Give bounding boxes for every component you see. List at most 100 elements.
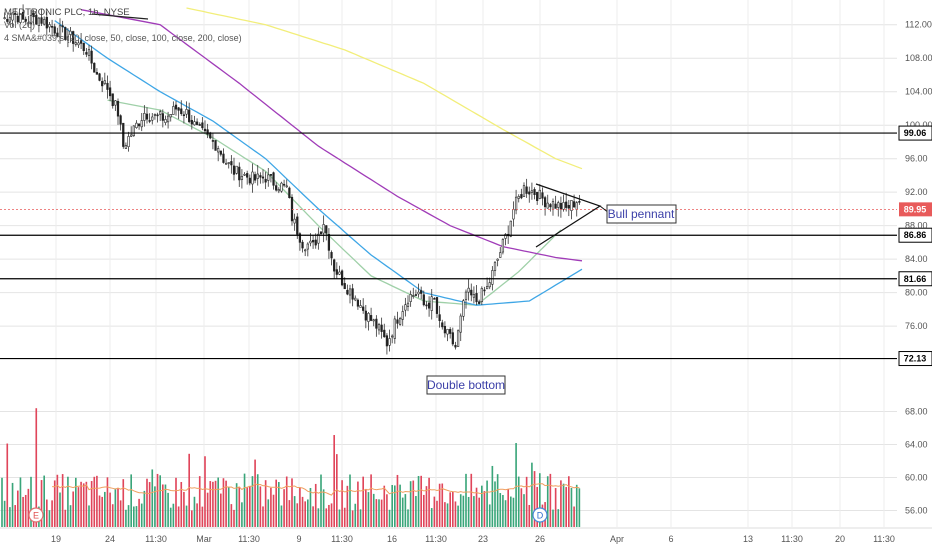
sma-indicator-label[interactable]: 4 SMA&#039;s (20, close, 50, close, 100,… [4,33,242,43]
candle-body [277,189,280,192]
volume-ma-line [52,483,580,496]
volume-bar [167,492,169,527]
candle-body [135,122,138,129]
candle-body [122,122,125,147]
volume-bar [6,443,9,527]
candle-body [406,302,410,307]
candle-body [11,12,14,21]
candle-body [224,162,228,165]
candle-body [32,12,35,18]
volume-bar [146,478,148,527]
candle-body [90,50,93,64]
volume-bar [351,510,354,527]
bull-pennant-drawing[interactable]: Bull pennant [535,183,677,248]
volume-bar [61,474,64,527]
time-tick-label: 20 [835,534,845,544]
volume-bar [467,496,470,527]
candle-body [195,121,199,125]
candle-body [475,293,478,303]
candle-body [528,191,531,195]
candle-body [132,125,135,136]
volume-bar [220,493,222,527]
earnings-marker[interactable]: E [28,507,44,523]
pennant-triangle [535,183,602,248]
volume-bar [288,500,291,527]
current-price-tag-box [899,202,932,217]
volume-bar [143,490,146,527]
volume-bar [27,488,30,527]
time-axis[interactable]: 19 24 11:30 Mar 11:30 9 11:30 16 11:30 23 26 Apr 6 13… [0,527,932,544]
candle-body [517,196,520,199]
candle-body [454,344,457,348]
time-tick-label: 9 [296,534,301,544]
candle-body [145,113,149,120]
volume-bar [473,496,475,527]
time-tick-label: 11:30 [331,534,353,544]
volume-bar [523,494,525,527]
candle-body [74,42,77,45]
dividend-marker[interactable]: D [532,507,548,523]
volume-bar [309,487,312,527]
price-tick-label: 104.00 [905,87,932,97]
symbol-title[interactable]: MEDTRONIC PLC, 1h, NYSE [4,7,130,18]
volume-bar [206,492,209,527]
candle-body [35,14,38,25]
volume-bar [354,503,357,527]
volume-bar [164,484,167,527]
volume-bar [191,510,193,527]
volume-bar [14,505,16,527]
volume-bar [554,488,557,527]
volume-bar [217,477,219,527]
volume-bar [536,486,538,527]
time-tick-label: 11:30 [425,534,447,544]
candle-body [256,173,259,179]
price-tag-label: 99.06 [904,128,927,138]
candle-body [456,330,460,347]
candle-body [393,318,396,339]
volume-bar [470,473,473,527]
price-axis[interactable]: 112.00108.00104.00100.0096.0092.0088.008… [897,0,932,525]
volume-bar [496,474,499,527]
double-bottom-callout[interactable]: Double bottom [426,375,506,395]
candle-body [325,225,328,234]
volume-bar [48,510,51,527]
candle-body [188,109,191,123]
volume-bar [528,504,531,527]
volume-bar [307,499,309,527]
volume-bar [457,505,459,527]
candle-body [119,115,122,125]
time-tick-label: 19 [51,534,61,544]
volume-bar [578,488,581,527]
candle-body [127,136,130,148]
candle-body [420,290,423,294]
candle-body [404,304,407,311]
candle-body [243,173,246,176]
candle-body [3,17,6,20]
candle-body [536,191,539,201]
volume-bar [446,503,449,527]
chart-legend: MEDTRONIC PLC, 1h, NYSE Vol (20) 4 SMA&#… [4,6,242,45]
trend-line[interactable] [91,13,149,20]
candle-body [177,107,180,111]
volume-bar [399,484,401,527]
candle-body [198,124,201,126]
price-tick-label: 92.00 [905,187,928,197]
candle-body [217,148,220,153]
volume-bar [372,493,375,527]
volume-bar [333,435,335,527]
volume-bar [275,479,277,527]
time-tick-label: Apr [610,534,624,544]
volume-bar [212,481,214,527]
volume-bar [198,476,201,527]
candle-body [551,201,555,210]
volume-bar [127,505,130,527]
volume-indicator-label[interactable]: Vol (20) [4,20,36,30]
volume-bar [1,477,3,527]
volume-bar [417,475,420,527]
volume-bar [362,476,364,527]
candle-body [293,218,296,224]
candle-body [106,82,109,90]
volume-bar [359,509,362,527]
candle-body [45,16,48,29]
